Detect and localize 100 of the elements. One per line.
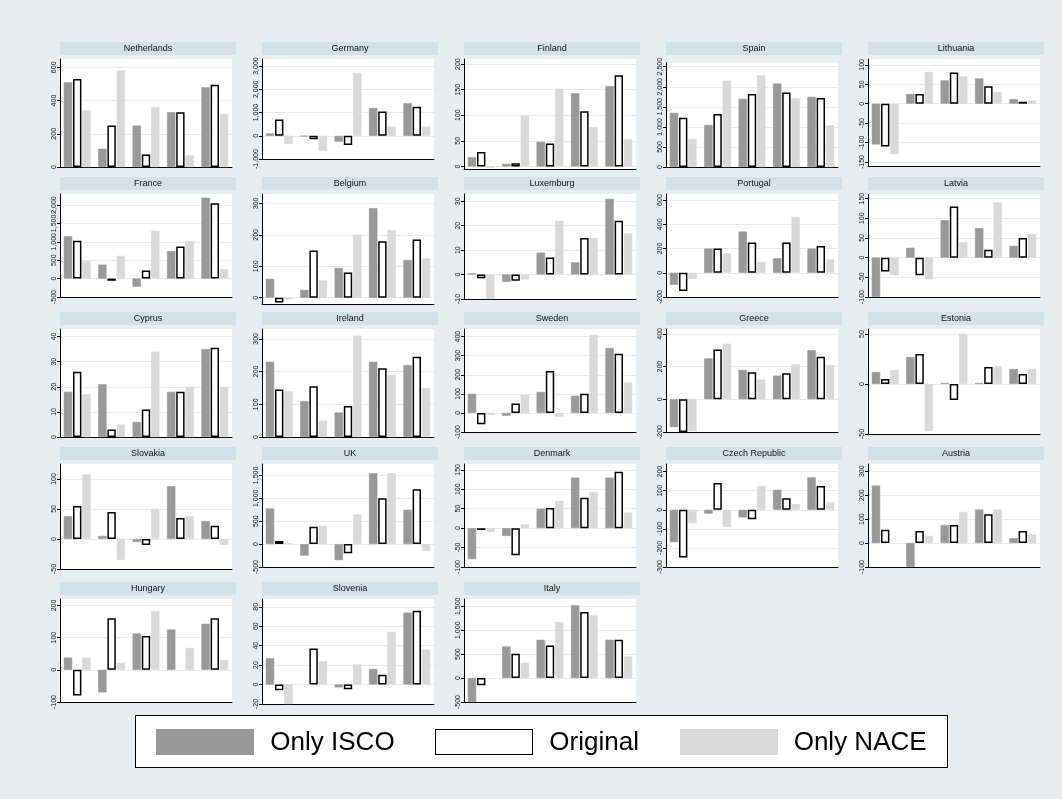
bar — [353, 514, 362, 545]
bar — [343, 544, 353, 554]
bar — [421, 126, 431, 136]
bar — [368, 668, 378, 685]
bar — [141, 270, 151, 279]
bar — [486, 528, 495, 533]
bar — [368, 473, 378, 545]
bar — [757, 379, 766, 400]
bar — [353, 234, 362, 298]
bar — [704, 509, 713, 514]
bar — [816, 356, 825, 400]
bar — [545, 645, 555, 679]
bar — [185, 241, 194, 279]
bar — [166, 629, 176, 670]
chart-title: Lithuania — [868, 42, 1044, 55]
bar — [906, 247, 915, 258]
bar — [688, 138, 697, 168]
bar — [1018, 373, 1027, 384]
bar — [757, 261, 766, 273]
bar — [871, 257, 881, 297]
bar — [318, 280, 328, 298]
bar — [589, 127, 598, 167]
bar — [747, 509, 757, 520]
bar — [185, 155, 194, 168]
bar — [63, 516, 73, 539]
bar — [403, 103, 412, 136]
bar — [545, 257, 555, 275]
bar — [772, 258, 782, 273]
bar — [82, 394, 91, 438]
bar — [570, 605, 580, 679]
bar — [98, 535, 107, 539]
bar — [334, 267, 343, 298]
bar — [890, 103, 899, 155]
bar — [871, 103, 881, 145]
bar — [949, 72, 959, 104]
bar — [116, 255, 126, 279]
bar — [722, 80, 732, 168]
bar — [403, 365, 412, 438]
bar — [98, 264, 107, 279]
bar — [284, 135, 293, 144]
bar — [871, 371, 881, 384]
bar — [334, 544, 343, 561]
bar — [116, 662, 126, 670]
chart-title: UK — [262, 447, 438, 460]
bar — [63, 236, 73, 279]
bar — [132, 633, 141, 670]
bar — [605, 198, 614, 275]
bar — [219, 113, 229, 168]
bar — [265, 278, 275, 298]
chart-title: Estonia — [868, 312, 1044, 325]
bar — [219, 269, 229, 279]
bar — [890, 257, 899, 276]
bar — [669, 112, 679, 168]
bar — [924, 71, 934, 104]
bar — [747, 372, 757, 400]
bar — [520, 115, 530, 167]
chart-title: Austria — [868, 447, 1044, 460]
bar — [467, 528, 477, 560]
bar — [545, 507, 555, 529]
bar — [412, 239, 421, 298]
bar — [151, 107, 160, 168]
bar — [166, 112, 176, 168]
bar — [353, 664, 362, 685]
bar — [555, 88, 564, 167]
bar — [403, 509, 412, 545]
chart-title: Luxemburg — [464, 177, 640, 190]
chart-title: Netherlands — [60, 42, 236, 55]
bar — [605, 477, 614, 529]
bar — [421, 387, 431, 438]
bar — [614, 639, 623, 679]
bar — [141, 538, 151, 545]
bar — [555, 622, 564, 679]
bar — [176, 517, 185, 539]
bar — [974, 509, 984, 544]
bar — [984, 86, 993, 104]
bar — [166, 391, 176, 438]
chart-title: Finland — [464, 42, 640, 55]
bar — [520, 394, 530, 413]
bar — [688, 509, 697, 524]
bar — [511, 274, 520, 281]
bar — [555, 220, 564, 275]
bar — [949, 206, 959, 258]
bar — [98, 384, 107, 438]
bar — [309, 648, 318, 685]
bar — [141, 636, 151, 670]
bar — [151, 610, 160, 670]
bar — [318, 525, 328, 545]
bar — [185, 386, 194, 438]
bar — [704, 124, 713, 168]
bar — [63, 657, 73, 670]
bar — [343, 272, 353, 298]
bar — [570, 262, 580, 275]
bar — [924, 257, 934, 280]
bar — [984, 249, 993, 258]
chart-title: Slovenia — [262, 582, 438, 595]
bar — [166, 251, 176, 279]
bar — [536, 508, 545, 529]
chart-title: Greece — [666, 312, 842, 325]
bar — [555, 500, 564, 529]
bar — [669, 399, 679, 428]
